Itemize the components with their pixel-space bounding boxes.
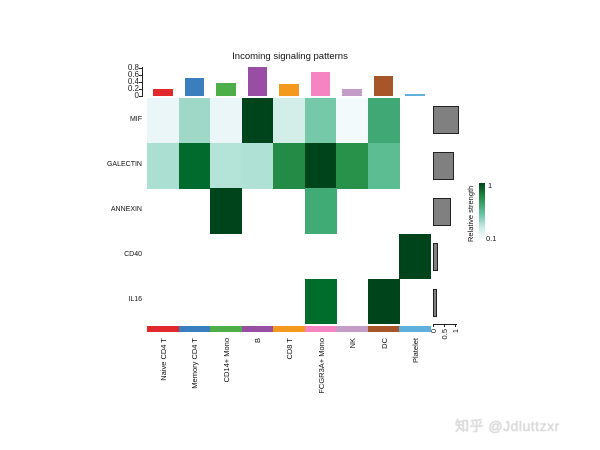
column-color-block [367,326,400,332]
column-color-block [241,326,274,332]
top-bar [405,94,425,96]
column-label: Memory CD4 T [190,338,200,389]
side-bar [433,198,451,226]
y-tick-label: 0.2 [127,84,139,93]
top-bar [373,76,394,96]
side-bar [433,289,437,317]
heatmap-cell [241,143,274,189]
heatmap-cell [336,143,369,189]
heatmap-cell [304,143,337,189]
side-tick-mark [433,324,434,327]
y-tick-mark [139,82,142,83]
heatmap-cell [367,278,400,325]
heatmap-cell [147,143,180,189]
y-tick-label: 0.8 [127,63,139,72]
heatmap-cell [241,98,274,144]
column-label: NK [348,338,358,349]
heatmap-cell [399,233,432,280]
heatmap-cell [147,98,180,144]
column-label: DC [379,338,389,349]
legend-colorbar [479,183,485,239]
column-color-block [147,326,180,332]
heatmap-cell [304,188,337,235]
legend-min-label: 0.1 [486,234,497,243]
side-tick-label: 0.5 [440,329,449,340]
heatmap-cell [210,143,243,189]
heatmap-cell [304,278,337,325]
column-label: FCGR3A+ Mono [316,338,326,394]
column-color-block [304,326,337,332]
heatmap-cell [273,98,306,144]
y-tick-mark [139,96,142,97]
column-label: Platelet [411,338,421,364]
row-label: IL16 [128,296,142,304]
y-tick-mark [139,89,142,90]
top-bar [310,71,331,96]
heatmap-cell [178,98,211,144]
heatmap-cell [336,98,369,144]
column-label: B [253,338,263,344]
side-tick-label: 1 [451,329,460,334]
column-color-block [273,326,306,332]
watermark: 知乎 @Jdluttzxr [455,418,560,434]
row-label: GALECTIN [106,160,142,168]
side-tick-mark [444,324,445,327]
side-bar [433,152,454,180]
top-bar [184,77,205,96]
top-bar [216,83,236,96]
side-bar-x-axis [433,324,457,325]
column-label: CD8 T [284,338,294,360]
column-color-block [210,326,243,332]
y-tick-mark [139,68,142,69]
legend-title: Relative strength [466,185,475,242]
column-label: CD14+ Mono [221,338,231,383]
y-tick-label: 0.6 [127,70,139,79]
top-bar [247,67,268,96]
heatmap-cell [210,188,243,235]
column-color-block [336,326,369,332]
top-bar [342,89,362,96]
y-tick-label: 0.4 [127,77,139,86]
row-label: MIF [129,115,142,123]
heatmap-cell [178,143,211,189]
heatmap-cell [367,143,400,189]
row-label: CD40 [124,251,142,259]
side-bar [433,106,460,134]
heatmap-cell [210,98,243,144]
side-bar [433,243,438,271]
heatmap-cell [367,98,400,144]
heatmap-cell [273,143,306,189]
heatmap-cell [304,98,337,144]
legend-max-label: 1 [488,181,493,190]
column-color-block [178,326,211,332]
column-color-block [399,326,432,332]
column-label: Naive CD4 T [158,338,168,381]
top-bar [279,83,299,96]
top-bar [153,89,173,96]
side-tick-mark [455,324,456,327]
side-tick-label: 0 [429,329,438,334]
row-label: ANNEXIN [110,206,142,213]
y-tick-label: 0 [134,91,139,100]
y-tick-mark [139,75,142,76]
chart-title: Incoming signaling patterns [232,51,348,62]
top-bar-y-axis [142,67,143,97]
